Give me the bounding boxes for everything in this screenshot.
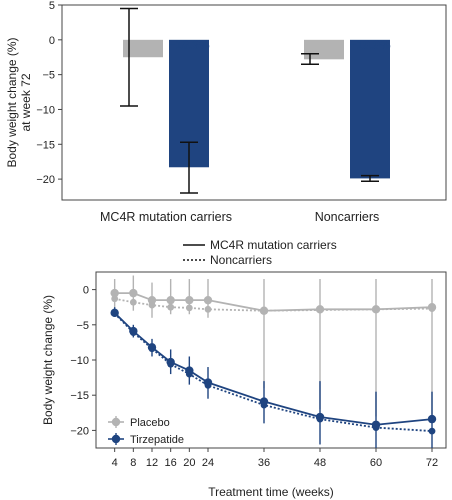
bar-percent-annotation: −18.3%: [168, 38, 209, 52]
line-y-tick-label: −10: [70, 355, 89, 367]
series-line-tirzepatide-solid: [114, 312, 433, 426]
bar-y-tick-label: −10: [36, 104, 55, 116]
series-point-placebo: [371, 305, 381, 314]
series-point-placebo: [203, 295, 213, 305]
bar-y-tick-label: −20: [36, 174, 55, 186]
series-line-placebo-dotted: [114, 297, 433, 312]
bar-y-axis-label: Body weight change (%): [5, 37, 19, 167]
line-x-tick-label: 20: [183, 457, 195, 469]
line-x-axis-label: Treatment time (weeks): [208, 485, 334, 499]
series-point-tirzepatide: [110, 308, 119, 318]
series-line-placebo-solid: [114, 292, 433, 312]
bar-y-tick-label: 5: [49, 0, 55, 12]
legend-line-label: Noncarriers: [210, 253, 272, 267]
bar-placebo: [123, 39, 163, 58]
series-point-placebo: [259, 306, 269, 315]
series-point-tirzepatide: [259, 397, 269, 406]
line-x-tick-label: 36: [258, 457, 270, 469]
legend-marker-dot: [111, 434, 121, 444]
line-x-tick-label: 8: [130, 457, 136, 469]
bar-category-label: MC4R mutation carriers: [100, 210, 232, 224]
bar-y-tick-label: −5: [42, 70, 55, 82]
series-point-tirzepatide: [427, 414, 437, 424]
series-point-placebo: [185, 295, 194, 305]
series-line-tirzepatide-dotted: [114, 312, 433, 433]
series-point-placebo: [110, 288, 119, 298]
bar-y-tick-label: 0: [49, 35, 55, 47]
series-point-placebo: [147, 295, 157, 305]
series-point-placebo: [315, 305, 325, 314]
line-x-tick-label: 48: [314, 457, 326, 469]
series-point-tirzepatide: [166, 357, 175, 367]
bar-y-axis-label: at week 72: [19, 73, 33, 131]
line-x-tick-label: 72: [426, 457, 438, 469]
legend-marker-label: Placebo: [130, 417, 170, 429]
line-y-tick-label: −5: [76, 320, 89, 332]
bar-category-label: Noncarriers: [315, 210, 380, 224]
series-point-tirzepatide: [129, 326, 138, 336]
line-y-axis-label: Body weight change (%): [41, 295, 55, 425]
series-point-tirzepatide: [147, 343, 157, 352]
line-y-tick-label: −15: [70, 390, 89, 402]
line-y-tick-label: −20: [70, 425, 89, 437]
bar-tirzepatide: [350, 39, 390, 179]
line-x-tick-label: 60: [370, 457, 382, 469]
series-point-placebo: [129, 288, 138, 298]
bar-plot-frame: [61, 4, 447, 201]
bar-percent-annotation: −19.9%: [349, 38, 390, 52]
legend-marker-dot: [111, 417, 121, 427]
series-point-placebo: [166, 295, 175, 305]
series-point-placebo: [427, 303, 437, 312]
bar-y-tick-label: −15: [36, 139, 55, 151]
legend-line-label: MC4R mutation carriers: [210, 238, 337, 252]
legend-marker-label: Tirzepatide: [130, 434, 184, 446]
series-point-tirzepatide: [185, 366, 194, 375]
series-point-tirzepatide: [371, 420, 381, 429]
line-x-tick-label: 24: [202, 457, 214, 469]
line-x-tick-label: 12: [146, 457, 158, 469]
series-point-tirzepatide: [315, 412, 325, 422]
line-x-tick-label: 4: [112, 457, 118, 469]
series-point-tirzepatide: [203, 378, 213, 387]
line-y-tick-label: 0: [83, 285, 89, 297]
line-x-tick-label: 16: [165, 457, 177, 469]
